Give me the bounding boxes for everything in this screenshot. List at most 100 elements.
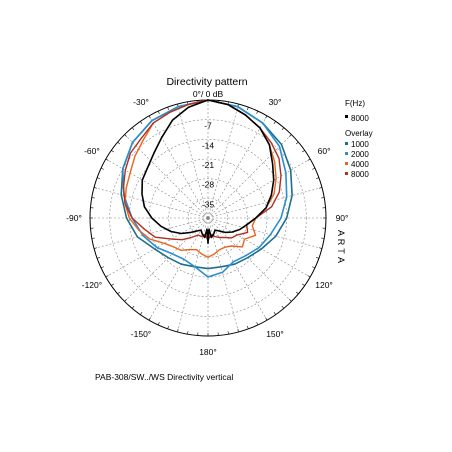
ring-tick: [157, 322, 160, 326]
legend-swatch: [345, 172, 348, 175]
radial-tick-label: -28: [202, 180, 215, 190]
ring-tick: [265, 317, 268, 321]
angle-label: 60°: [318, 146, 331, 156]
grid-spoke: [124, 134, 209, 219]
ring-tick: [117, 141, 121, 145]
ring-tick: [167, 325, 169, 329]
ring-tick: [289, 299, 292, 302]
angle-label: -120°: [82, 280, 102, 290]
angle-label: -60°: [84, 146, 100, 156]
angle-label: -30°: [133, 97, 149, 107]
legend-header: F(Hz): [345, 99, 365, 108]
angle-labels: -30° 30° -60° 60° -90° 90° -120° 120° -150° 150° 1…: [66, 97, 348, 357]
ring-tick: [273, 121, 276, 124]
ring-tick: [148, 317, 151, 321]
ring-tick: [315, 257, 319, 259]
curves: [120, 99, 293, 278]
ring-tick: [131, 127, 135, 131]
angle-label: 90°: [336, 213, 349, 223]
ring-tick: [256, 322, 259, 326]
legend-swatch-main: [345, 115, 348, 118]
side-letter: A: [336, 230, 346, 236]
legend-swatch: [345, 142, 348, 145]
series-curve-2000: [122, 99, 288, 278]
ring-tick: [281, 127, 285, 131]
angle-label: 30°: [269, 97, 282, 107]
ring-tick: [302, 150, 305, 153]
ring-tick: [289, 134, 292, 137]
ring-tick: [237, 329, 239, 333]
grid-ring: [109, 119, 307, 317]
ring-tick: [157, 110, 160, 114]
ring-tick: [124, 299, 127, 302]
radial-tick-label: -7: [204, 121, 212, 131]
ring-tick: [111, 150, 114, 153]
grid-spoke: [207, 158, 311, 219]
ring-tick: [148, 115, 151, 119]
ring-tick: [97, 177, 101, 179]
ring-tick: [91, 237, 95, 239]
ring-tick: [131, 305, 135, 309]
ring-tick: [140, 121, 143, 124]
ring-tick: [93, 187, 97, 189]
ring-tick: [187, 331, 189, 335]
series-curve-4000: [124, 99, 277, 258]
ring-tick: [307, 275, 311, 278]
angle-label: -150°: [131, 329, 151, 339]
ring-tick: [312, 266, 316, 269]
radial-tick-label: -35: [202, 199, 215, 209]
ring-tick: [105, 275, 109, 278]
series-curve-8000: [141, 99, 275, 245]
angle-label: 150°: [266, 329, 284, 339]
ring-tick: [321, 197, 325, 199]
ring-tick: [167, 107, 169, 111]
side-text-arta: A R T A: [336, 230, 346, 263]
ring-tick: [124, 134, 127, 137]
ring-tick: [100, 167, 104, 170]
ring-tick: [315, 177, 319, 179]
top-label: 0°/ 0 dB: [193, 89, 224, 99]
legend-item-label: 1000: [351, 140, 369, 149]
chart-title: Directivity pattern: [166, 76, 247, 88]
ring-tick: [247, 107, 249, 111]
angle-label: 180°: [199, 347, 217, 357]
grid-spoke: [148, 115, 209, 219]
ring-tick: [265, 115, 268, 119]
ring-tick: [140, 312, 143, 315]
legend-swatch: [345, 162, 348, 165]
legend-swatch: [345, 152, 348, 155]
ring-tick: [312, 167, 316, 170]
side-letter: R: [336, 239, 346, 246]
ring-tick: [177, 329, 179, 333]
legend-item-label: 2000: [351, 150, 369, 159]
ring-tick: [256, 110, 259, 114]
angle-label: 120°: [315, 280, 333, 290]
caption: PAB-308/SW../WS Directivity vertical: [95, 372, 233, 382]
ring-tick: [247, 325, 249, 329]
ring-tick: [281, 305, 285, 309]
ring-tick: [273, 312, 276, 315]
ring-tick: [295, 141, 299, 145]
ring-tick: [319, 187, 323, 189]
legend-main-label: 8000: [351, 114, 369, 123]
radial-tick-label: -21: [202, 160, 215, 170]
ring-tick: [100, 266, 104, 269]
ring-tick: [93, 247, 97, 249]
side-letter: A: [336, 257, 346, 263]
radial-tick-labels: -7 -14 -21 -28 -35: [202, 121, 215, 210]
ring-tick: [319, 247, 323, 249]
legend-item-label: 8000: [351, 170, 369, 179]
ring-tick: [111, 283, 114, 286]
ring-tick: [302, 283, 305, 286]
ring-tick: [307, 158, 311, 161]
grid-spoke: [207, 217, 323, 249]
ring-tick: [295, 291, 299, 295]
legend-overlay-header: Overlay: [345, 129, 373, 138]
ring-tick: [105, 158, 109, 161]
grid-ring: [188, 198, 228, 238]
radial-tick-label: -14: [202, 140, 215, 150]
ring-tick: [321, 237, 325, 239]
